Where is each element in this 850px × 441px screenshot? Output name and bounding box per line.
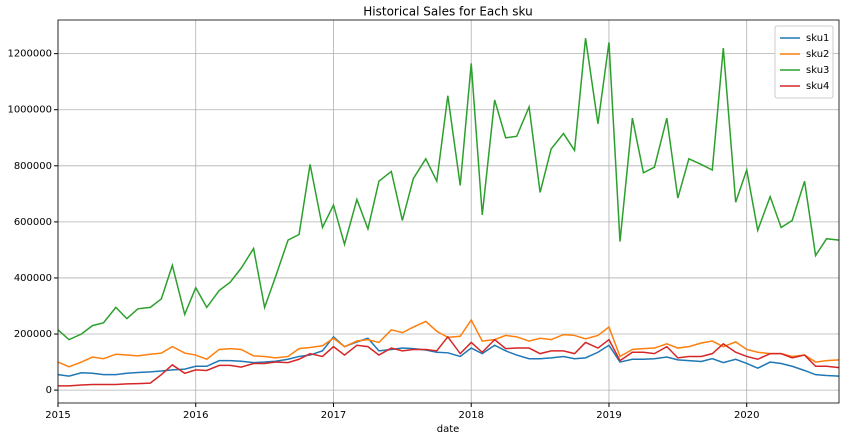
series-line — [58, 335, 840, 387]
x-tick-label: 2016 — [183, 410, 208, 421]
x-axis-label: date — [437, 424, 460, 435]
legend-label: sku3 — [806, 65, 829, 76]
legend-label: sku1 — [806, 33, 829, 44]
x-tick-label: 2018 — [459, 410, 484, 421]
y-tick-label: 400000 — [14, 273, 52, 284]
x-tick-label: 2019 — [596, 410, 621, 421]
series-line — [57, 318, 840, 368]
x-tick-label: 2020 — [734, 410, 759, 421]
legend-label: sku4 — [806, 81, 829, 92]
y-tick-label: 1000000 — [7, 105, 52, 116]
legend: sku1 sku2 sku3 sku4 — [774, 25, 834, 99]
series-line — [57, 38, 840, 341]
legend-label: sku2 — [806, 49, 829, 60]
chart-title: Historical Sales for Each sku — [363, 5, 532, 19]
y-tick-label: 1200000 — [7, 49, 52, 60]
legend-box — [774, 25, 834, 99]
x-tick-label: 2015 — [45, 410, 70, 421]
series-line — [57, 335, 840, 377]
y-tick-label: 600000 — [14, 217, 52, 228]
y-tick-label: 200000 — [14, 329, 52, 340]
plot-frame — [57, 19, 840, 404]
y-tick-label: 800000 — [14, 161, 52, 172]
y-tick-label: 0 — [46, 385, 52, 396]
x-tick-label: 2017 — [321, 410, 346, 421]
